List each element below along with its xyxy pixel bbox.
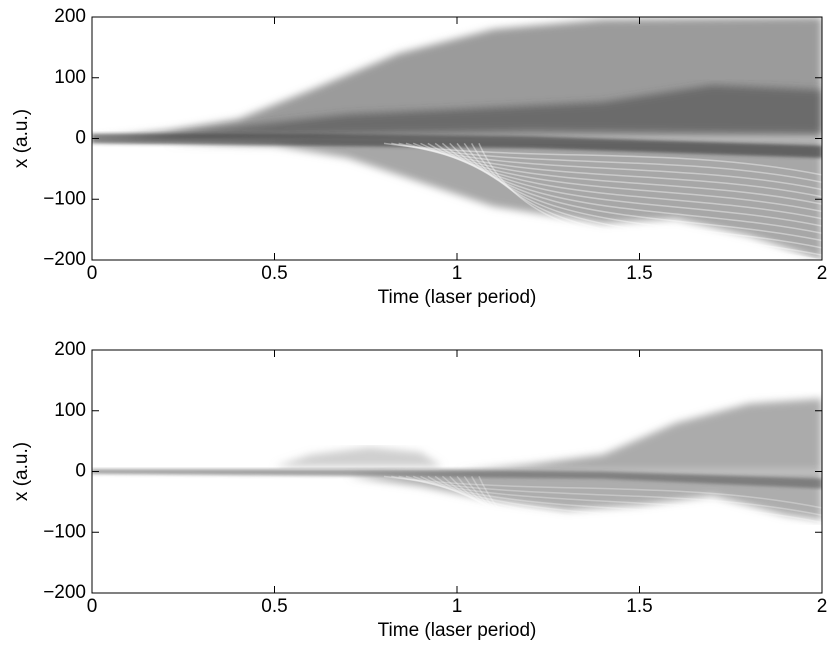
y-axis-label: x (a.u.) (11, 442, 32, 501)
x-tick-label: 0 (87, 596, 98, 617)
density-streak (441, 142, 822, 235)
density-streak (478, 143, 822, 260)
x-tick-label: 2 (817, 263, 828, 284)
x-tick-label: 1 (452, 596, 463, 617)
density-region (274, 447, 443, 467)
x-tick-label: 1.5 (626, 596, 652, 617)
y-tick-label: 200 (54, 6, 86, 27)
y-tick-label: −100 (43, 521, 86, 542)
density-streak (398, 475, 822, 524)
density-streak (383, 475, 822, 509)
x-tick-label: 2 (817, 596, 828, 617)
density-streak (420, 142, 822, 213)
y-tick-label: 0 (75, 461, 86, 482)
density-image (92, 398, 822, 593)
density-streak (463, 142, 822, 256)
density-streak (412, 142, 822, 205)
density-region (165, 138, 822, 260)
y-tick-label: −200 (43, 249, 86, 270)
density-region (457, 398, 822, 472)
density-streak (456, 475, 822, 582)
y-tick-label: 200 (54, 339, 86, 360)
x-tick-label: 0.5 (261, 263, 287, 284)
x-axis-label: Time (laser period) (378, 287, 537, 308)
density-streak (449, 142, 822, 242)
density-image (92, 17, 822, 260)
density-streak (470, 142, 822, 260)
x-tick-label: 1 (452, 263, 463, 284)
x-tick-label: 0 (87, 263, 98, 284)
density-streak (427, 475, 822, 553)
density-streak (391, 142, 822, 183)
density-streak (434, 475, 822, 560)
y-axis-label: x (a.u.) (11, 109, 32, 168)
density-streak (405, 142, 822, 198)
density-region (347, 471, 822, 521)
y-tick-label: −100 (43, 188, 86, 209)
y-tick-label: 100 (54, 400, 86, 421)
density-streak (405, 475, 822, 531)
density-region (128, 85, 822, 139)
density-streak (398, 142, 822, 191)
density-streak (420, 475, 822, 546)
density-streak (463, 475, 822, 589)
density-region (92, 133, 822, 158)
density-streak (478, 476, 822, 593)
y-tick-label: 0 (75, 128, 86, 149)
x-tick-label: 0.5 (261, 596, 287, 617)
panel: 0 0.5 1 1.5 2 −200 −100 0 100 200 Time (laser peri… (11, 6, 827, 308)
y-tick-label: −200 (43, 582, 86, 603)
density-streak (412, 475, 822, 538)
density-region (92, 469, 822, 489)
density-streak (427, 142, 822, 220)
density-streak (441, 475, 822, 568)
x-axis-label: Time (laser period) (378, 620, 537, 641)
x-tick-label: 1.5 (626, 263, 652, 284)
density-streak (449, 475, 822, 575)
panel: 0 0.5 1 1.5 2 −200 −100 0 100 200 Time (laser peri… (11, 339, 827, 641)
density-streak (456, 142, 822, 249)
density-streak (391, 475, 822, 516)
y-tick-label: 100 (54, 67, 86, 88)
density-streak (434, 142, 822, 227)
density-streak (383, 142, 822, 176)
density-streak (470, 475, 822, 593)
